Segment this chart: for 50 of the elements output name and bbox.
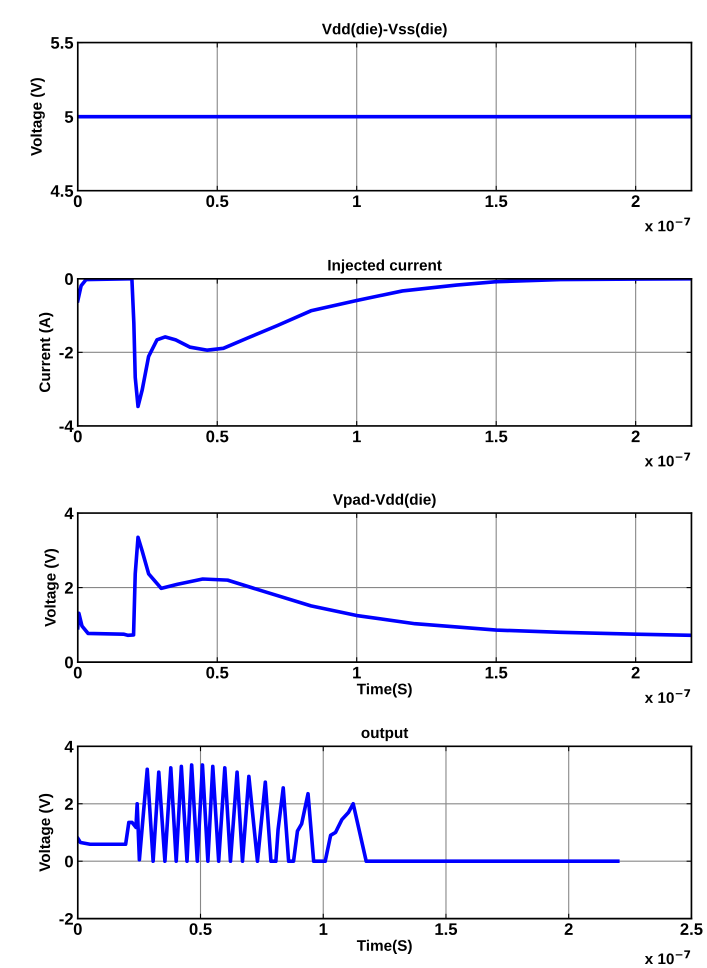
- line-series: [78, 763, 620, 863]
- x-tick-label: 1.5: [486, 195, 508, 208]
- y-tick-label: 2: [64, 582, 73, 594]
- y-tick-label: 0: [64, 273, 73, 285]
- line-series: [78, 535, 692, 638]
- y-tick-label: 4.5: [50, 185, 74, 197]
- x-tick-label: 1: [320, 923, 328, 935]
- y-tick-label: 5: [64, 111, 74, 123]
- y-tick-label: 5.5: [50, 37, 74, 49]
- x-axis-title: Time(S): [356, 940, 412, 954]
- y-axis-title: Voltage (V): [44, 549, 59, 627]
- x-tick-label: 0.5: [190, 923, 212, 936]
- x-tick-label: 1: [353, 666, 361, 678]
- x-tick-label: 0: [74, 430, 82, 442]
- x-tick-label: 0: [74, 923, 82, 936]
- y-tick-label: -2: [59, 346, 73, 358]
- y-tick-label: -2: [59, 913, 73, 925]
- x-tick-label: 0.5: [206, 666, 228, 679]
- y-tick-label: 2: [64, 798, 73, 810]
- y-axis-title: Current (A): [38, 312, 54, 392]
- x-tick-label: 0: [74, 195, 82, 208]
- chart-title: output: [361, 728, 408, 742]
- x-tick-label: 1: [353, 430, 361, 442]
- x-tick-label: 2: [564, 923, 573, 935]
- y-tick-label: 0: [64, 856, 73, 868]
- y-axis-title: Voltage (V): [38, 794, 54, 872]
- text: x 10$^{−7}$: [644, 950, 690, 964]
- text: x 10$^{−7}$: [644, 689, 690, 704]
- x-axis-title: Time(S): [356, 683, 412, 698]
- y-tick-label: 0: [64, 656, 73, 668]
- text: x 10$^{−7}$: [644, 452, 690, 466]
- y-axis-title: Voltage (V): [30, 78, 45, 156]
- chart-title: Vpad-Vdd(die): [332, 494, 436, 508]
- y-tick-label: 4: [64, 740, 74, 752]
- y-tick-label: 4: [64, 508, 74, 520]
- x-tick-label: 1.5: [486, 666, 508, 679]
- x-tick-label: 1.5: [435, 923, 458, 936]
- x-tick-label: 1: [353, 195, 361, 207]
- chart-title: Vdd(die)-Vss(die): [322, 23, 447, 38]
- x-tick-label: 0.5: [206, 430, 228, 442]
- text: x 10$^{−7}$: [644, 218, 690, 232]
- x-tick-label: 0: [74, 666, 82, 679]
- x-tick-label: 2: [632, 430, 640, 442]
- x-tick-label: 2.5: [680, 923, 703, 936]
- x-tick-label: 2: [632, 666, 640, 678]
- x-tick-label: 2: [632, 195, 640, 207]
- chart-title: Injected current: [328, 259, 442, 274]
- x-tick-label: 1.5: [486, 430, 508, 442]
- x-tick-label: 0.5: [206, 195, 228, 208]
- y-tick-label: -4: [59, 420, 74, 432]
